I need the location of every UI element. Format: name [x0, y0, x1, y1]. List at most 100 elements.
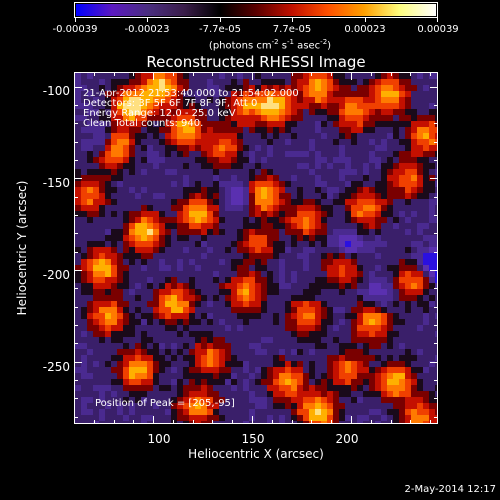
- axis-tick: [434, 105, 438, 106]
- axis-tick: [351, 72, 352, 80]
- y-tick-label: -250: [42, 360, 70, 374]
- axis-tick: [212, 420, 213, 424]
- axis-tick: [434, 380, 438, 381]
- axis-tick: [272, 72, 273, 76]
- axis-tick: [434, 398, 438, 399]
- axis-tick: [434, 252, 438, 253]
- axis-tick: [74, 417, 78, 418]
- colorbar-tick-label: 0.00039: [417, 24, 459, 35]
- axis-tick: [430, 178, 438, 179]
- colorbar-tick-label: 7.7e-05: [272, 24, 312, 35]
- x-tick-label: 200: [335, 432, 359, 446]
- axis-tick: [430, 270, 438, 271]
- axis-tick: [74, 197, 78, 198]
- axis-tick: [74, 105, 78, 106]
- axis-tick: [74, 325, 78, 326]
- axis-tick: [434, 142, 438, 143]
- axis-tick: [410, 72, 411, 76]
- colorbar-tick-label: 0.00023: [344, 24, 386, 35]
- axis-tick: [434, 197, 438, 198]
- colorbar: [74, 2, 438, 18]
- colorbar-tick: [147, 17, 148, 22]
- axis-tick: [232, 420, 233, 424]
- y-tick-label: -100: [42, 84, 70, 98]
- axis-tick: [331, 420, 332, 424]
- footer-date: 2-May-2014 12:17: [404, 484, 496, 495]
- y-tick-label: -200: [42, 268, 70, 282]
- axis-tick: [430, 87, 438, 88]
- axis-tick: [434, 343, 438, 344]
- axis-tick: [74, 142, 78, 143]
- axis-tick: [391, 72, 392, 76]
- axis-tick: [252, 416, 253, 424]
- peak-position-label: Position of Peak = [205,-95]: [95, 398, 235, 409]
- axis-tick: [94, 420, 95, 424]
- plot-title: Reconstructed RHESSI Image: [146, 53, 366, 71]
- axis-tick: [430, 420, 431, 424]
- axis-tick: [74, 72, 75, 76]
- axis-tick: [434, 215, 438, 216]
- axis-tick: [311, 420, 312, 424]
- x-tick-label: 150: [241, 432, 265, 446]
- axis-tick: [74, 233, 78, 234]
- axis-tick: [232, 72, 233, 76]
- colorbar-tick: [365, 17, 366, 22]
- x-tick-label: 100: [147, 432, 171, 446]
- y-axis-title: Heliocentric Y (arcsec): [15, 180, 29, 316]
- axis-tick: [74, 307, 78, 308]
- axis-tick: [74, 87, 82, 88]
- image-plot-area: 21-Apr-2012 21:53:40.000 to 21:54:02.000…: [74, 72, 438, 424]
- axis-tick: [94, 72, 95, 76]
- axis-tick: [193, 72, 194, 76]
- y-tick-label: -150: [42, 176, 70, 190]
- axis-tick: [173, 420, 174, 424]
- colorbar-units: (photons cm-2 s-1 asec-2): [208, 38, 332, 52]
- axis-tick: [74, 288, 78, 289]
- axis-tick: [74, 398, 78, 399]
- axis-tick: [351, 416, 352, 424]
- axis-tick: [173, 72, 174, 76]
- axis-tick: [74, 178, 82, 179]
- axis-tick: [434, 417, 438, 418]
- axis-tick: [212, 72, 213, 76]
- axis-tick: [391, 420, 392, 424]
- axis-tick: [292, 72, 293, 76]
- axis-tick: [74, 270, 82, 271]
- axis-tick: [292, 420, 293, 424]
- colorbar-tick: [75, 17, 76, 22]
- axis-tick: [114, 72, 115, 76]
- axis-tick: [430, 362, 438, 363]
- axis-tick: [74, 160, 78, 161]
- axis-tick: [434, 325, 438, 326]
- axis-tick: [252, 72, 253, 80]
- axis-tick: [410, 420, 411, 424]
- time-range-label: 21-Apr-2012 21:53:40.000 to 21:54:02.000: [83, 88, 299, 99]
- axis-tick: [193, 420, 194, 424]
- axis-tick: [153, 416, 154, 424]
- axis-tick: [272, 420, 273, 424]
- colorbar-gradient: [76, 4, 436, 16]
- axis-tick: [434, 288, 438, 289]
- axis-tick: [371, 72, 372, 76]
- colorbar-tick-label: -0.00023: [124, 24, 170, 35]
- axis-tick: [74, 252, 78, 253]
- axis-tick: [311, 72, 312, 76]
- colorbar-tick: [437, 17, 438, 22]
- energy-range-label: Energy Range: 12.0 - 25.0 keV: [83, 108, 236, 119]
- colorbar-tick-label: -0.00039: [52, 24, 98, 35]
- axis-tick: [434, 123, 438, 124]
- axis-tick: [331, 72, 332, 76]
- axis-tick: [74, 123, 78, 124]
- axis-tick: [133, 72, 134, 76]
- axis-tick: [74, 343, 78, 344]
- axis-tick: [434, 233, 438, 234]
- axis-tick: [74, 380, 78, 381]
- axis-tick: [430, 72, 431, 76]
- axis-tick: [133, 420, 134, 424]
- axis-tick: [434, 307, 438, 308]
- axis-tick: [74, 420, 75, 424]
- colorbar-tick-label: -7.7e-05: [199, 24, 241, 35]
- colorbar-tick: [220, 17, 221, 22]
- axis-tick: [371, 420, 372, 424]
- axis-tick: [153, 72, 154, 80]
